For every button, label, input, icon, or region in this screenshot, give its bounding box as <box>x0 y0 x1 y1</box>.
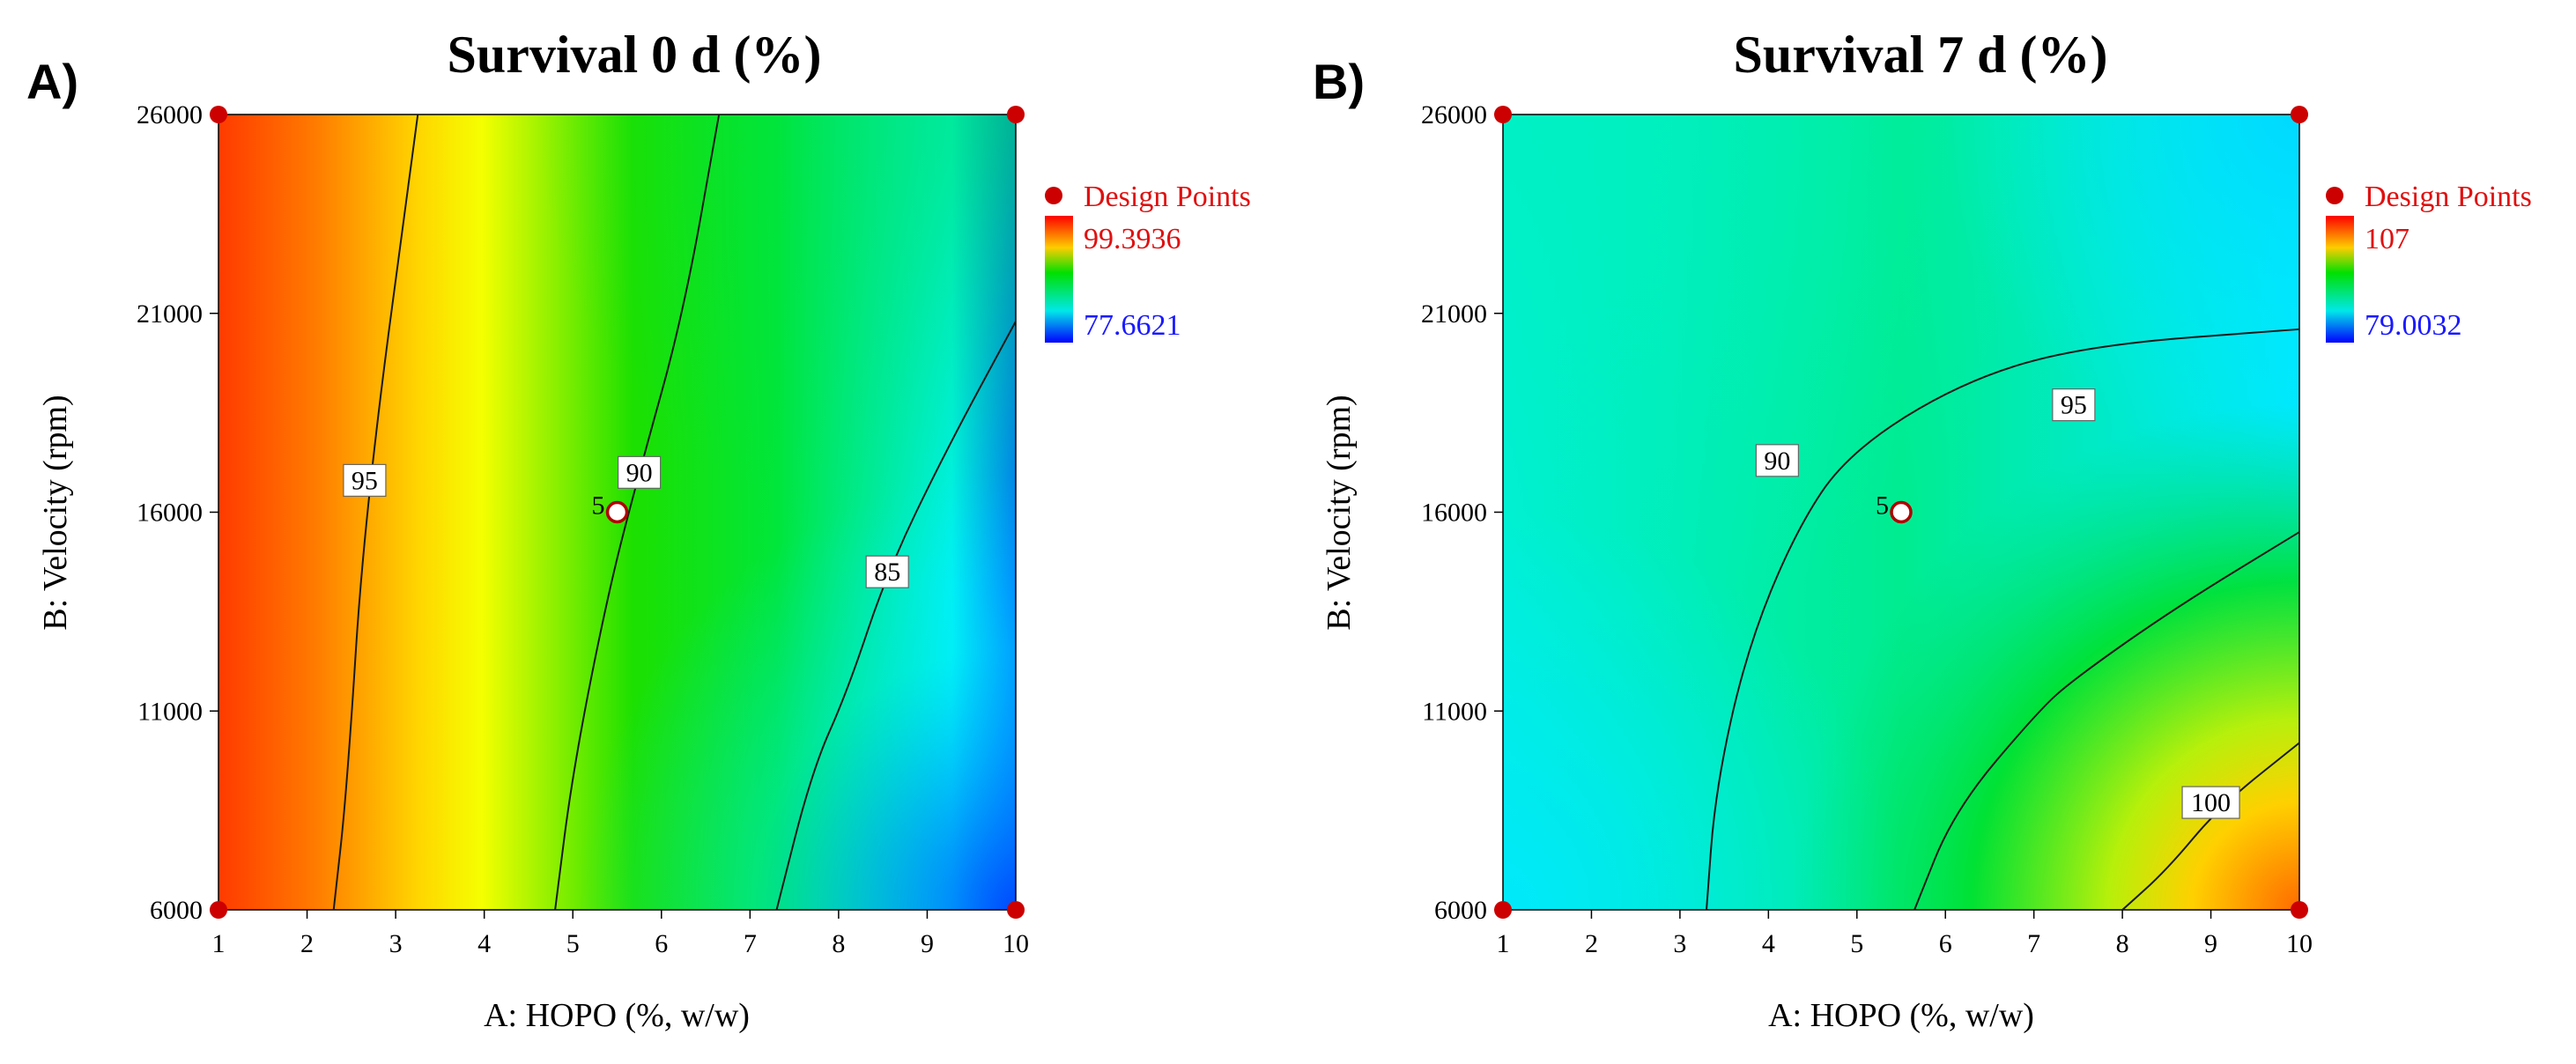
y-axis-label: B: Velocity (rpm) <box>1321 395 1358 630</box>
x-tick-label: 2 <box>300 929 314 958</box>
x-tick-label: 1 <box>1497 929 1510 958</box>
y-tick-label: 11000 <box>1422 697 1487 726</box>
x-tick-label: 9 <box>921 929 934 958</box>
x-tick-label: 7 <box>744 929 757 958</box>
x-tick-label: 8 <box>2116 929 2129 958</box>
center-design-point <box>1890 500 1913 524</box>
design-point <box>2291 106 2308 123</box>
contour-lines <box>332 114 1017 911</box>
x-tick-label: 6 <box>655 929 668 958</box>
contour-line-85 <box>775 321 1017 911</box>
x-tick-label: 9 <box>2204 929 2217 958</box>
y-tick-label: 11000 <box>137 697 203 726</box>
contour-label-box <box>618 455 662 489</box>
contour-label: 90 <box>626 458 653 487</box>
color-scale-bar <box>1045 216 1073 343</box>
design-points: 5 <box>1494 106 2308 919</box>
x-tick-label: 4 <box>477 929 491 958</box>
design-point <box>210 106 227 123</box>
contour-label: 100 <box>2191 788 2231 817</box>
legend-title: Design Points <box>2365 181 2532 213</box>
contour-label: 95 <box>2061 391 2087 420</box>
legend-low-value: 77.6621 <box>1084 309 1181 342</box>
chart-title: Survival 0 d (%) <box>447 26 821 84</box>
y-tick-label: 6000 <box>1434 896 1487 925</box>
design-point <box>210 901 227 919</box>
center-design-point <box>605 500 629 524</box>
contour-label-box <box>343 463 387 497</box>
center-point-replicates-label: 5 <box>592 491 605 521</box>
x-tick-label: 5 <box>566 929 580 958</box>
y-tick-label: 26000 <box>1421 100 1487 129</box>
x-tick-label: 3 <box>1673 929 1686 958</box>
contour-line-95 <box>1913 531 2300 911</box>
contour-label-box <box>2181 786 2240 819</box>
y-tick-label: 6000 <box>150 896 203 925</box>
legend-title: Design Points <box>1084 181 1251 213</box>
design-point <box>1494 106 1512 123</box>
legend-low-value: 79.0032 <box>2365 309 2462 342</box>
contour-line-90 <box>554 114 721 911</box>
color-scale-bar <box>2326 216 2354 343</box>
y-axis-label: B: Velocity (rpm) <box>37 395 74 630</box>
panel-label: A) <box>26 54 78 109</box>
legend-high-value: 99.3936 <box>1084 223 1181 255</box>
x-tick-label: 8 <box>832 929 845 958</box>
y-tick-label: 16000 <box>137 499 203 528</box>
y-tick-label: 21000 <box>1421 299 1487 329</box>
contour-label-box <box>2052 388 2096 422</box>
contour-line-95 <box>332 114 419 911</box>
contour-label: 95 <box>352 466 378 495</box>
contour-line-90 <box>1706 328 2300 911</box>
design-point <box>1007 901 1025 919</box>
contour-labels: 90 95 100 <box>1755 388 2240 819</box>
y-ticks: 6000 11000 16000 21000 26000 <box>1421 100 1503 925</box>
y-tick-label: 26000 <box>137 100 203 129</box>
y-ticks: 6000 11000 16000 21000 26000 <box>137 100 218 925</box>
y-tick-label: 16000 <box>1421 499 1487 528</box>
x-tick-label: 2 <box>1585 929 1598 958</box>
contour-label-box <box>865 555 909 588</box>
x-ticks: 1 2 3 4 5 6 7 8 9 10 <box>1497 910 2313 958</box>
design-point <box>2291 901 2308 919</box>
x-tick-label: 10 <box>1003 929 1029 958</box>
design-point-marker-icon <box>1045 187 1062 204</box>
x-tick-label: 1 <box>212 929 226 958</box>
legend-high-value: 107 <box>2365 223 2409 255</box>
x-tick-label: 6 <box>1939 929 1952 958</box>
x-axis-label: A: HOPO (%, w/w) <box>484 997 750 1034</box>
legend: Design Points 99.3936 77.6621 <box>1045 181 1251 343</box>
x-tick-label: 3 <box>389 929 403 958</box>
panel-label: B) <box>1313 54 1365 109</box>
y-tick-label: 21000 <box>137 299 203 329</box>
center-point-replicates-label: 5 <box>1876 491 1889 521</box>
x-tick-label: 7 <box>2027 929 2040 958</box>
design-point-marker-icon <box>2326 187 2343 204</box>
panel-a: A) Survival 0 d (%) 95 90 85 1 2 3 4 5 6 7 8 9 10 6… <box>26 26 1251 1034</box>
chart-title: Survival 7 d (%) <box>1733 26 2107 84</box>
contour-label: 90 <box>1764 447 1790 476</box>
x-tick-label: 4 <box>1762 929 1775 958</box>
legend: Design Points 107 79.0032 <box>2326 181 2532 343</box>
x-tick-label: 5 <box>1850 929 1863 958</box>
design-point <box>1007 106 1025 123</box>
x-axis-label: A: HOPO (%, w/w) <box>1768 997 2034 1034</box>
x-ticks: 1 2 3 4 5 6 7 8 9 10 <box>212 910 1029 958</box>
design-points: 5 <box>210 106 1025 919</box>
x-tick-label: 10 <box>2286 929 2313 958</box>
contour-label: 85 <box>874 558 900 587</box>
contour-label-box <box>1755 444 1799 477</box>
design-point <box>1494 901 1512 919</box>
contour-labels: 95 90 85 <box>343 455 909 588</box>
